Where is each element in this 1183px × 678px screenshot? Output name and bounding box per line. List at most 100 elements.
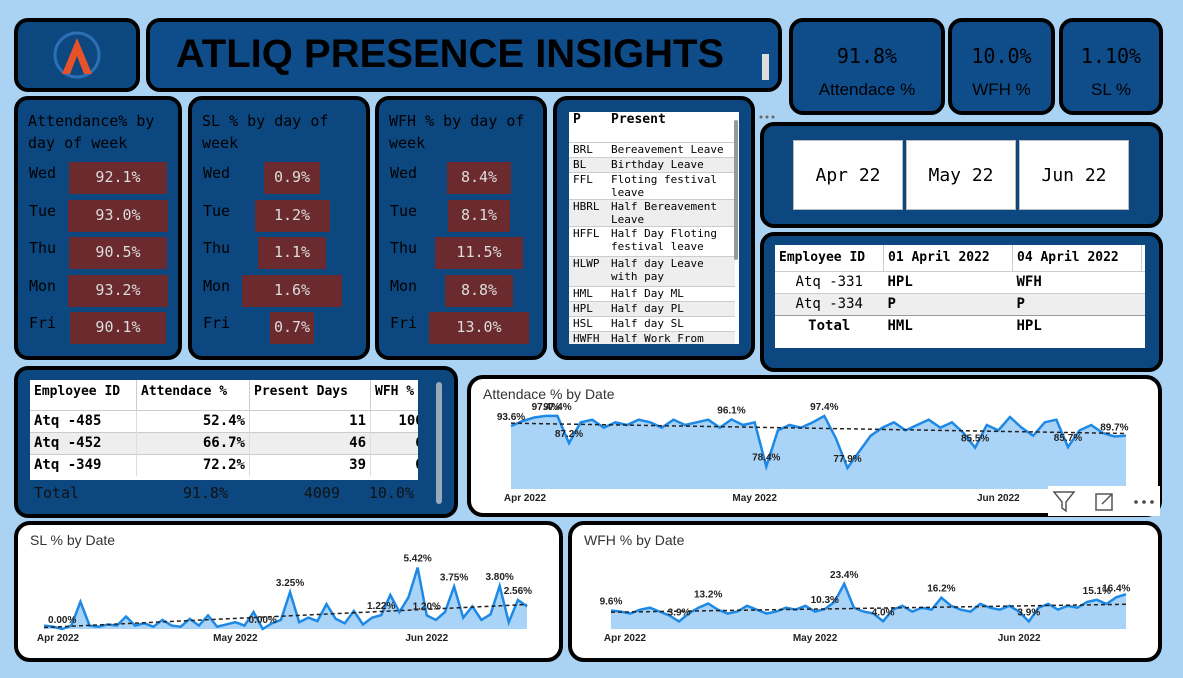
- employee-cell: 6.5%: [370, 432, 418, 454]
- employee-cell: 72.2%: [136, 454, 250, 476]
- legend-table-box: P Present BRL Bereavement Leave BL Birthday L…: [569, 112, 739, 344]
- trend-line: [610, 603, 1127, 613]
- area: [44, 567, 527, 629]
- legend-panel: P Present BRL Bereavement Leave BL Birthday L…: [553, 96, 755, 360]
- month-button[interactable]: Jun 22: [1019, 140, 1129, 210]
- data-label: 1.20%: [413, 601, 441, 612]
- day-of-week-panel: SL % by day of week Wed 0.9% Tue 1.2% Thu 1.1%…: [188, 96, 370, 360]
- legend-cell: Half day SL: [611, 316, 684, 330]
- day-bar: [434, 237, 524, 269]
- more-icon: [759, 115, 775, 119]
- more-dot[interactable]: [1150, 500, 1154, 504]
- day-value: 13.0%: [456, 318, 502, 336]
- month-slicer-panel: Apr 22 May 22 Jun 22: [760, 122, 1163, 228]
- day-bar: [254, 200, 330, 232]
- filter-icon[interactable]: [1052, 491, 1076, 513]
- legend-cell: Bereavement Leave: [611, 142, 724, 156]
- employee-cell: Atq -452: [30, 432, 137, 454]
- data-label: 4.0%: [872, 607, 895, 618]
- more-dot[interactable]: [1142, 500, 1146, 504]
- employee-cell: 11: [249, 410, 371, 432]
- x-tick-label: Apr 2022: [604, 633, 647, 644]
- employee-table-box: Employee ID Attendace % Present Days WFH % A…: [30, 380, 418, 480]
- day-label: Thu: [203, 239, 231, 257]
- legend-cell: Floting festival leave: [611, 172, 717, 199]
- line-chart-panel: WFH % by Date 9.6% 3.9% 13.2% 10.3% 23.4% 4.0%…: [568, 521, 1162, 662]
- day-bar: [263, 162, 321, 194]
- day-value: 90.1%: [95, 318, 141, 336]
- data-label: 16.2%: [927, 584, 955, 595]
- legend-cell: Half Day Floting festival leave: [611, 226, 717, 253]
- line-chart: Attendace % by Date93.6%97.4%97.4%87.2%9…: [483, 386, 1129, 504]
- line-chart-panel: SL % by Date 0.00% 0.00% 3.25% 1.22% 5.42% 1.2…: [14, 521, 563, 662]
- data-label: 13.2%: [694, 589, 722, 600]
- legend-cell: BRL: [573, 142, 593, 156]
- employee-table: Employee ID Attendace % Present Days WFH % A…: [30, 380, 418, 476]
- legend-cell: FFL: [573, 172, 593, 186]
- legend-cell: Half Work From Home: [611, 331, 704, 345]
- legend-cell: Half day Leave with pay: [611, 256, 704, 283]
- x-tick-label: Jun 2022: [998, 633, 1041, 644]
- total-cell: 4009: [303, 484, 340, 502]
- employee-cell: Atq -349: [30, 454, 137, 476]
- data-label: 5.42%: [403, 554, 431, 565]
- x-tick-label: Jun 2022: [977, 493, 1020, 504]
- expand-icon[interactable]: [1095, 493, 1113, 511]
- total-cell: HML: [887, 318, 913, 335]
- employee-panel: Employee ID Attendace % Present Days WFH % A…: [14, 366, 458, 518]
- total-cell: 91.8%: [182, 484, 228, 502]
- legend-cell: Half Day ML: [611, 286, 684, 300]
- day-value: 0.9%: [273, 168, 311, 186]
- scrollbar: [436, 382, 442, 504]
- day-bar: [270, 312, 314, 344]
- total-cell: Total: [34, 484, 80, 502]
- day-label: Mon: [29, 277, 57, 295]
- data-label: 3.9%: [1017, 607, 1040, 618]
- day-label: Fri: [203, 314, 231, 332]
- legend-cell: HWFH: [573, 331, 600, 345]
- kpi-value: 1.10%: [1080, 44, 1142, 68]
- day-label: Mon: [203, 277, 231, 295]
- matrix-cell: P: [1142, 293, 1146, 315]
- header-cell: Present Days: [249, 380, 371, 410]
- more-dot[interactable]: [765, 115, 769, 119]
- data-label: 23.4%: [830, 570, 858, 581]
- month-button[interactable]: May 22: [906, 140, 1016, 210]
- day-label: Fri: [29, 314, 57, 332]
- kpi-value: 91.8%: [836, 44, 898, 68]
- logo-panel: [14, 18, 140, 92]
- data-label: 96.1%: [717, 405, 745, 416]
- more-dot[interactable]: [771, 115, 775, 119]
- kpi-card: 1.10% SL %: [1059, 18, 1163, 115]
- matrix-cell: WFH: [1142, 271, 1146, 293]
- day-label: Wed: [390, 164, 418, 182]
- legend-cell: HML: [573, 286, 593, 300]
- day-value: 11.5%: [456, 243, 502, 261]
- more-dot[interactable]: [759, 115, 763, 119]
- panel-title: SL % by day of week: [202, 112, 329, 152]
- panel-title: Attendance% by day of week: [28, 112, 155, 152]
- header-cell: WFH %: [370, 380, 418, 410]
- month-button[interactable]: Apr 22: [793, 140, 903, 210]
- area: [511, 415, 1126, 489]
- data-label: 97.4%: [532, 402, 560, 413]
- employee-cell: 66.7%: [136, 432, 250, 454]
- day-value: 1.1%: [273, 243, 311, 261]
- day-bar: [257, 237, 327, 269]
- line: [510, 414, 1127, 472]
- header-row: P Present: [569, 112, 735, 142]
- total-cell: 10.0%: [368, 484, 414, 502]
- day-value: 1.2%: [273, 206, 311, 224]
- day-bar: [445, 275, 513, 307]
- total-cell: Total: [808, 318, 851, 335]
- data-label: 3.80%: [485, 572, 513, 583]
- employee-cell: 39: [249, 454, 371, 476]
- line-chart-panel: Attendace % by Date 93.6% 97.4% 97.4% 87.2% 9…: [467, 375, 1162, 517]
- more-dot[interactable]: [1134, 500, 1138, 504]
- header-cell: 01 April 2022: [883, 245, 1013, 271]
- scrollbar: [734, 120, 738, 260]
- day-value: 8.1%: [460, 206, 498, 224]
- matrix-cell: P: [887, 296, 896, 312]
